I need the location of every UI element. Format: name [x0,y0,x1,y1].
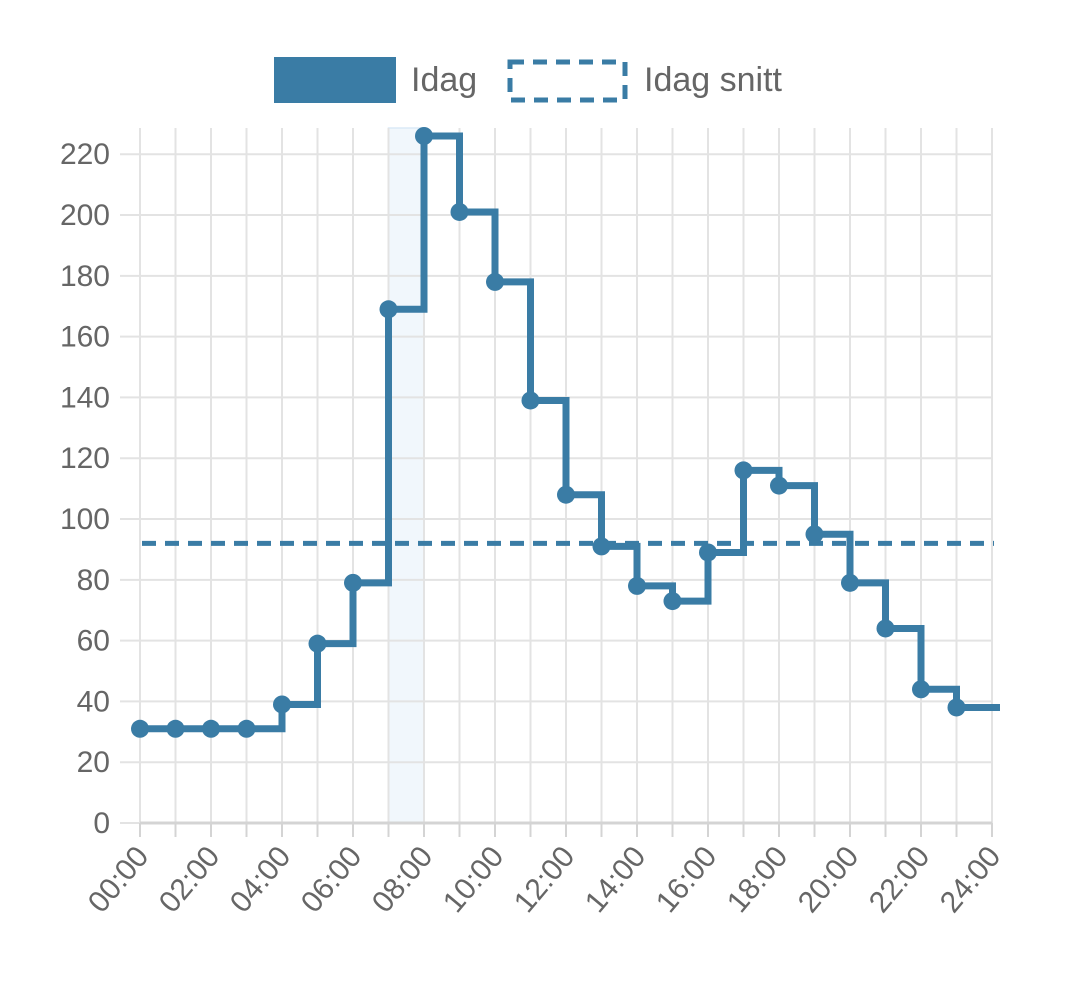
axes [139,821,993,837]
data-point[interactable] [557,485,575,504]
x-axis-labels: 00:0002:0004:0006:0008:0010:0012:0014:00… [82,840,1008,919]
y-tick-label: 80 [77,564,110,597]
y-tick-label: 120 [60,442,110,475]
y-tick-label: 100 [60,503,110,536]
x-tick-label: 10:00 [437,840,511,919]
data-point[interactable] [734,461,753,480]
highlight-band [387,127,425,824]
x-tick-label: 22:00 [863,840,937,919]
data-point[interactable] [592,537,611,556]
series-layer [140,132,1000,733]
legend: Idag Idag snitt [274,57,783,103]
data-point[interactable] [308,634,327,653]
legend-swatch-idag[interactable] [274,57,396,103]
x-tick-label: 18:00 [721,840,795,919]
data-point[interactable] [805,525,824,544]
y-tick-label: 140 [60,381,110,414]
x-tick-label: 04:00 [224,840,298,919]
data-point[interactable] [415,127,433,145]
data-point[interactable] [450,202,469,221]
y-tick-label: 40 [77,685,110,718]
data-point[interactable] [628,576,646,595]
y-tick-label: 160 [60,321,110,354]
y-tick-label: 0 [93,807,110,840]
y-axis-labels: 0 20 40 60 80 100 120 140 160 180 200 220 [60,138,110,840]
plot-background [387,127,425,824]
x-tick-label: 00:00 [82,840,156,919]
y-tick-label: 200 [60,199,110,232]
data-point[interactable] [237,719,256,738]
x-tick-label: 20:00 [792,840,866,919]
grid-lines [120,128,993,824]
data-point[interactable] [912,680,930,699]
data-point[interactable] [166,719,185,738]
legend-swatch-idag-snitt[interactable] [507,59,628,103]
points-layer [131,127,966,738]
series-line-idag [140,132,1000,733]
x-tick-label: 02:00 [153,840,227,919]
y-tick-label: 20 [77,746,110,779]
x-tick-label: 12:00 [508,840,582,919]
data-point[interactable] [131,719,149,738]
data-point[interactable] [876,619,895,638]
data-point[interactable] [379,300,398,319]
y-tick-label: 60 [77,625,110,658]
data-point[interactable] [841,573,859,592]
legend-label-idag: Idag [411,61,477,99]
data-point[interactable] [663,592,682,611]
x-tick-label: 14:00 [579,840,653,919]
data-point[interactable] [699,543,717,562]
x-tick-label: 06:00 [295,840,369,919]
x-tick-label: 16:00 [650,840,724,919]
x-tick-label: 24:00 [934,840,1008,919]
data-point[interactable] [947,698,966,717]
data-point[interactable] [521,391,540,410]
legend-label-idag-snitt: Idag snitt [644,61,783,99]
data-point[interactable] [202,719,220,738]
data-point[interactable] [770,476,788,495]
data-point[interactable] [273,695,291,714]
y-tick-label: 180 [60,260,110,293]
data-point[interactable] [486,272,504,291]
y-tick-label: 220 [60,138,110,171]
data-point[interactable] [344,573,362,592]
x-tick-label: 08:00 [366,840,440,919]
